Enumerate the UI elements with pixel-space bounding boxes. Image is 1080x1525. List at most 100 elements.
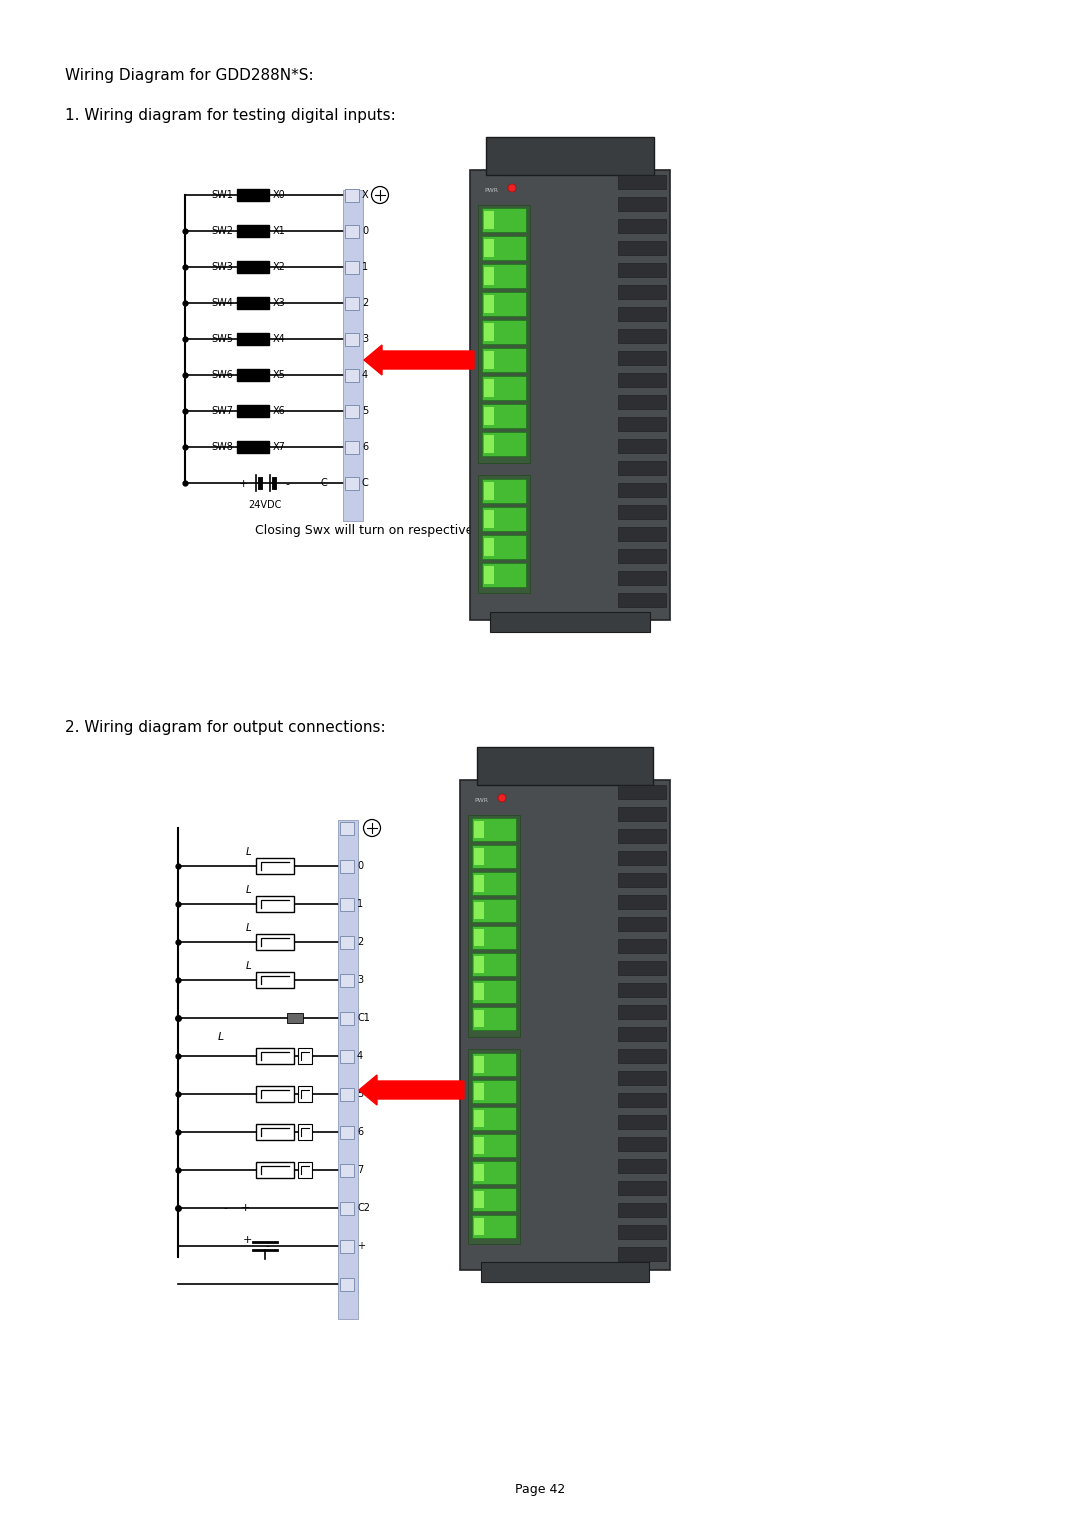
Bar [482,264,526,288]
Bar [618,872,666,888]
Bar [618,1159,666,1173]
Bar [618,505,666,518]
Bar [618,175,666,189]
Text: 1: 1 [357,900,363,909]
Bar [472,1188,516,1211]
Bar [484,267,494,285]
Bar [345,189,359,201]
Text: Wiring Diagram for GDD288N*S:: Wiring Diagram for GDD288N*S: [65,69,313,82]
Bar [482,404,526,429]
Bar [237,189,269,201]
Bar [618,1093,666,1107]
Bar [256,933,294,950]
Bar [618,895,666,909]
Bar [484,351,494,369]
Bar [340,1125,354,1139]
Text: 2: 2 [362,297,368,308]
Text: X6: X6 [273,406,286,416]
Bar [618,570,666,586]
Bar [482,320,526,345]
Bar [340,860,354,872]
Bar [345,476,359,490]
Text: 2: 2 [357,936,363,947]
Text: L: L [245,884,251,895]
Bar [345,332,359,346]
Bar [340,822,354,834]
FancyArrow shape [364,345,474,375]
Bar [472,1080,516,1103]
Bar [482,479,526,503]
Bar [476,747,653,785]
Text: SW3: SW3 [211,262,233,271]
Bar [618,262,666,278]
Bar [484,210,494,229]
Bar [340,1087,354,1101]
Text: C1: C1 [357,1013,369,1023]
Text: 7: 7 [357,1165,363,1174]
Bar [474,929,484,946]
Text: SW5: SW5 [211,334,233,345]
Bar [618,1115,666,1128]
Bar [618,917,666,930]
Bar [472,1107,516,1130]
FancyArrow shape [359,1075,464,1106]
Bar [340,1202,354,1214]
Bar [472,926,516,949]
Bar [618,939,666,953]
Bar [474,901,484,920]
Bar [484,509,494,528]
Bar [482,563,526,587]
Bar [474,1164,484,1180]
Text: 5: 5 [362,406,368,416]
Bar [298,1048,312,1064]
Bar [338,820,357,1319]
Bar [474,1138,484,1154]
Bar [345,404,359,418]
Bar [618,439,666,453]
Bar [482,291,526,316]
Text: SW6: SW6 [211,371,233,380]
Bar [340,1011,354,1025]
Bar [474,1110,484,1127]
Text: 0: 0 [362,226,368,236]
Bar [484,482,494,500]
Bar [345,369,359,381]
Bar [618,1247,666,1261]
Bar [618,285,666,299]
Bar [345,441,359,453]
Bar [618,984,666,997]
Text: 4: 4 [357,1051,363,1061]
Bar [618,785,666,799]
Bar [256,859,294,874]
Text: SW7: SW7 [211,406,233,416]
Text: SW2: SW2 [211,226,233,236]
Bar [482,377,526,400]
Bar [618,395,666,409]
Bar [298,1162,312,1177]
Text: X1: X1 [273,226,286,236]
Text: 5: 5 [357,1089,363,1100]
Bar [237,261,269,273]
Bar [237,297,269,310]
Bar [474,1055,484,1074]
Text: Closing Swx will turn on respective inputs: Closing Swx will turn on respective inpu… [255,525,516,537]
Bar [472,1215,516,1238]
Bar [474,1010,484,1026]
Text: 0: 0 [357,862,363,871]
Text: C: C [321,477,327,488]
Bar [484,538,494,557]
Text: 6: 6 [362,442,368,451]
Bar [256,1162,294,1177]
Bar [482,535,526,560]
Bar [618,528,666,541]
Bar [345,296,359,310]
Bar [345,224,359,238]
Bar [472,872,516,895]
Bar [618,961,666,974]
Bar [472,1006,516,1029]
Bar [474,956,484,973]
Bar [481,1263,649,1283]
Bar [482,207,526,232]
Bar [474,984,484,1000]
Bar [484,239,494,258]
